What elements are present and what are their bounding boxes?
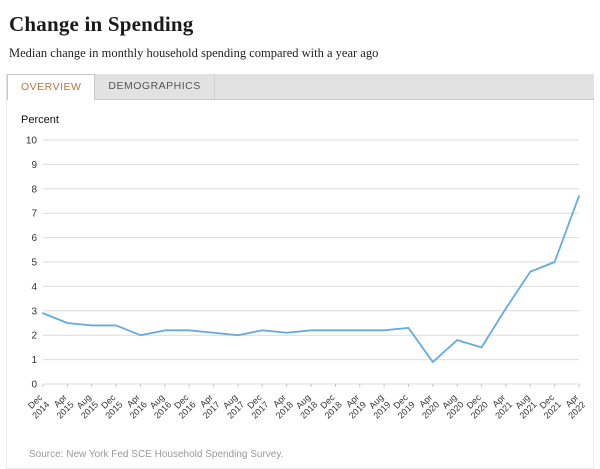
svg-text:Aug2020: Aug2020 — [437, 392, 465, 420]
svg-text:5: 5 — [31, 258, 37, 269]
svg-text:Apr2018: Apr2018 — [267, 392, 295, 420]
svg-text:Dec2021: Dec2021 — [535, 392, 564, 421]
svg-text:Dec2015: Dec2015 — [96, 392, 125, 421]
svg-text:Apr2019: Apr2019 — [340, 392, 368, 420]
svg-text:Aug2019: Aug2019 — [364, 392, 392, 420]
svg-text:Aug2015: Aug2015 — [72, 392, 100, 420]
svg-text:4: 4 — [31, 282, 37, 293]
svg-text:Apr2016: Apr2016 — [121, 392, 149, 420]
svg-text:Aug2016: Aug2016 — [145, 392, 173, 420]
svg-text:6: 6 — [31, 233, 37, 244]
svg-text:8: 8 — [31, 184, 37, 195]
svg-text:Apr2017: Apr2017 — [194, 392, 222, 420]
svg-text:Dec2014: Dec2014 — [23, 392, 52, 421]
svg-text:Dec2017: Dec2017 — [242, 392, 271, 421]
tab-overview[interactable]: OVERVIEW — [7, 74, 96, 100]
svg-text:10: 10 — [26, 136, 38, 147]
svg-text:Apr2015: Apr2015 — [48, 392, 76, 420]
page: Change in Spending Median change in mont… — [0, 12, 600, 469]
svg-text:9: 9 — [31, 160, 37, 171]
svg-text:Dec2018: Dec2018 — [316, 392, 345, 421]
svg-text:Apr2021: Apr2021 — [486, 392, 514, 420]
svg-text:Apr2020: Apr2020 — [413, 392, 441, 420]
svg-text:Aug2018: Aug2018 — [291, 392, 319, 420]
y-axis-title: Percent — [21, 114, 59, 126]
svg-text:2: 2 — [31, 331, 37, 342]
svg-text:Dec2019: Dec2019 — [389, 392, 418, 421]
svg-text:7: 7 — [31, 209, 37, 220]
tab-panel: Percent 0 1 2 3 4 5 6 7 8 9 10 Dec2014 Apr2015 Aug201… — [6, 100, 594, 469]
svg-text:1: 1 — [31, 355, 37, 366]
svg-text:Aug2017: Aug2017 — [218, 392, 246, 420]
svg-text:0: 0 — [31, 380, 37, 391]
tab-bar: OVERVIEW DEMOGRAPHICS — [6, 74, 594, 100]
page-subtitle: Median change in monthly household spend… — [9, 46, 379, 60]
svg-text:Aug2021: Aug2021 — [510, 392, 538, 420]
tab-demographics[interactable]: DEMOGRAPHICS — [95, 74, 215, 99]
svg-text:3: 3 — [31, 306, 37, 317]
svg-text:Dec2016: Dec2016 — [169, 392, 198, 421]
svg-text:Dec2020: Dec2020 — [462, 392, 491, 421]
chart-widget: OVERVIEW DEMOGRAPHICS Percent 0 1 2 3 4 5 6 7 8 9… — [6, 74, 594, 469]
page-title: Change in Spending — [9, 12, 194, 36]
source-note: Source: New York Fed SCE Household Spend… — [29, 449, 284, 460]
line-chart: 0 1 2 3 4 5 6 7 8 9 10 Dec2014 Apr2015Aug2015Dec2015… — [23, 136, 588, 421]
